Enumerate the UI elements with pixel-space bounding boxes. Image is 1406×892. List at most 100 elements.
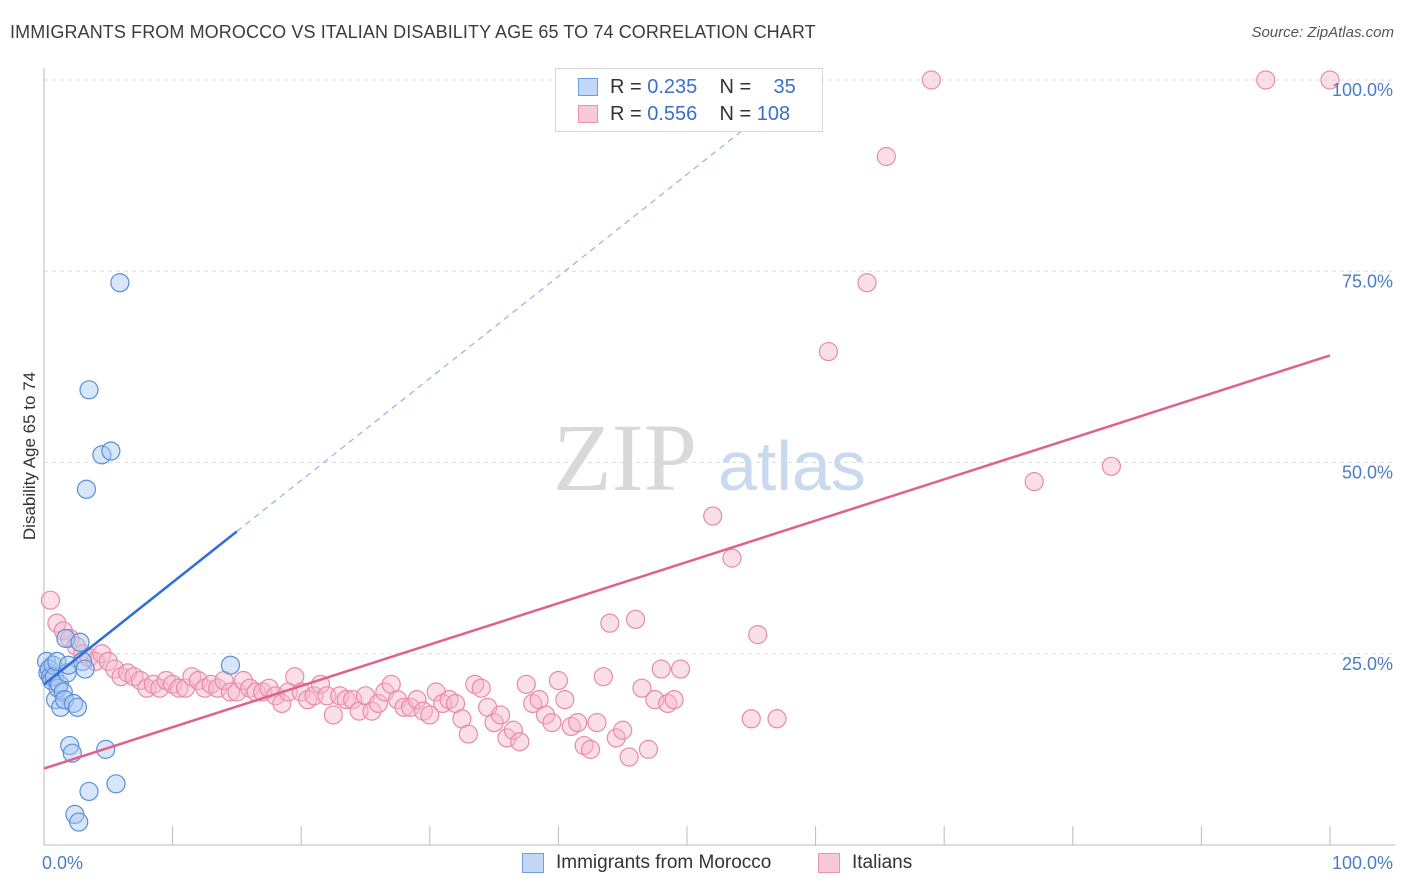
morocco-point — [67, 697, 88, 717]
bottom-legend-italians: Italians — [818, 852, 912, 874]
morocco-point — [69, 812, 89, 832]
legend-swatch-italians — [578, 105, 598, 123]
italians-point — [542, 712, 562, 733]
italians-point — [92, 644, 112, 664]
italians-point — [670, 659, 691, 679]
y-tick-label: 25.0% — [1342, 654, 1393, 674]
italians-point — [208, 678, 228, 698]
italians-point — [1320, 70, 1340, 90]
y-tick-label: 75.0% — [1342, 271, 1393, 291]
correlation-legend: R = 0.235 N = 35 R = 0.556 N = 108 — [555, 68, 823, 132]
italians-point — [368, 693, 388, 714]
italians-point — [484, 712, 504, 733]
italians-point — [130, 670, 151, 691]
italians-point — [535, 705, 556, 725]
italians-point — [490, 705, 511, 725]
morocco-point — [56, 628, 76, 649]
legend-n-label: N = — [719, 102, 752, 125]
italians-point — [458, 724, 478, 744]
morocco-point — [106, 774, 126, 794]
italians-point — [362, 701, 382, 721]
italians-point — [600, 613, 620, 633]
trend-layer — [43, 122, 1331, 770]
italians-point — [555, 690, 575, 710]
y-tick-label: 50.0% — [1342, 463, 1393, 483]
italians-point — [471, 678, 491, 698]
italians-point — [188, 670, 208, 691]
chart-source: Source: ZipAtlas.com — [1251, 24, 1394, 41]
legend-r-label: R = — [610, 102, 642, 125]
morocco-point — [101, 441, 121, 461]
morocco-point — [79, 781, 99, 802]
legend-r-value: 0.235 — [647, 75, 698, 98]
italians-point — [921, 70, 941, 90]
legend-row-morocco: R = 0.235 N = 35 — [578, 76, 796, 98]
italians-point — [47, 613, 67, 633]
bottom-legend-swatch-italians — [818, 853, 840, 873]
italians-point — [741, 709, 761, 729]
italians-point — [343, 690, 363, 710]
watermark-zip: ZIP — [553, 404, 697, 511]
morocco-point — [70, 632, 90, 652]
watermark: ZIP atlas — [553, 404, 866, 511]
morocco-point — [79, 380, 99, 400]
grid-layer — [44, 79, 1395, 655]
italians-point — [606, 728, 626, 748]
axis-layer — [43, 68, 1395, 846]
italians-point — [748, 625, 768, 645]
italians-point — [645, 690, 665, 710]
italians-point — [98, 651, 118, 672]
italians-point — [105, 659, 125, 679]
italians-point — [497, 728, 517, 748]
morocco-point — [60, 735, 80, 756]
italians-point — [510, 732, 530, 752]
italians-point — [1256, 70, 1276, 90]
italians-point — [568, 712, 588, 733]
morocco-point — [220, 655, 241, 675]
bottom-legend-morocco: Immigrants from Morocco — [522, 852, 771, 874]
italians-point — [40, 590, 61, 610]
italians-point — [651, 659, 671, 679]
chart-title: IMMIGRANTS FROM MOROCCO VS ITALIAN DISAB… — [10, 22, 816, 42]
italians-point — [227, 682, 247, 702]
legend-row-italians: R = 0.556 N = 108 — [578, 103, 790, 125]
legend-swatch-morocco — [578, 78, 598, 96]
italians-point — [587, 712, 607, 733]
morocco-point — [110, 273, 130, 293]
legend-n-label: N = — [719, 75, 752, 98]
x-tick-label: 100.0% — [1332, 853, 1393, 873]
italians-point — [150, 678, 170, 698]
x-tick-label: 0.0% — [42, 853, 83, 873]
italians-point — [53, 621, 73, 641]
bottom-legend-label-italians: Italians — [852, 852, 913, 873]
morocco-trend-line — [43, 530, 238, 686]
italians-point — [722, 548, 742, 568]
italians-trend-line — [43, 354, 1331, 770]
morocco-point — [63, 693, 84, 714]
italians-point — [619, 747, 639, 767]
italians-point — [638, 739, 659, 759]
italians-point — [336, 690, 356, 710]
italians-point — [503, 720, 523, 740]
morocco-point — [76, 479, 97, 499]
italians-point — [420, 705, 440, 725]
italians-point — [593, 667, 614, 687]
legend-r-label: R = — [610, 75, 642, 98]
italians-point — [169, 678, 189, 698]
italians-point — [857, 273, 877, 293]
italians-point — [818, 341, 839, 362]
italians-point — [580, 739, 601, 759]
legend-n-value: 35 — [773, 75, 796, 98]
italians-point — [548, 670, 569, 691]
italians-point — [1024, 472, 1044, 492]
italians-point — [323, 705, 343, 725]
tick-labels: 25.0% 50.0% 75.0% 100.0% 0.0% 100.0% — [42, 80, 1393, 873]
italians-point — [703, 506, 723, 526]
italians-point — [400, 697, 421, 717]
italians-point — [1101, 456, 1121, 476]
bottom-legend-label-morocco: Immigrants from Morocco — [556, 852, 772, 873]
italians-point — [407, 690, 427, 710]
points-layer — [36, 70, 1340, 832]
italians-point — [220, 682, 241, 702]
